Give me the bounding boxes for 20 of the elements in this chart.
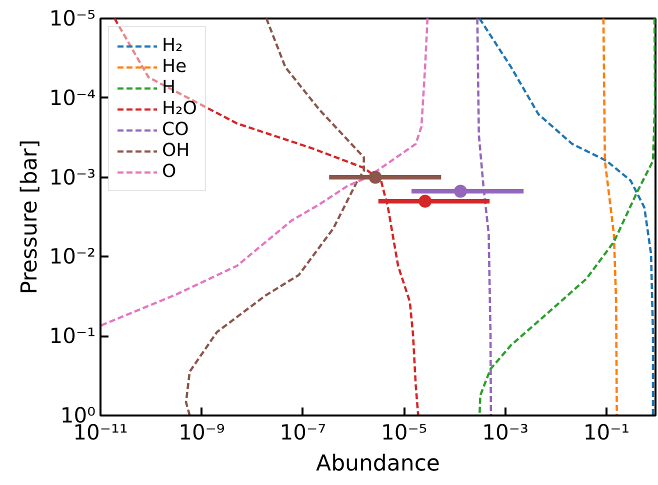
y-tick-label: 10⁻² (49, 244, 96, 269)
legend-label: H₂ (162, 35, 183, 56)
legend-label: H₂O (162, 98, 197, 119)
legend-label: OH (162, 140, 190, 161)
x-tick-label: 10⁻⁵ (380, 420, 428, 444)
y-axis-title: Pressure [bar] (17, 140, 42, 294)
line-series (602, 18, 618, 416)
y-tick-label: 10⁻¹ (49, 324, 96, 348)
legend-label: O (162, 161, 178, 182)
legend-label: H (162, 77, 177, 98)
x-tick-label: 10⁻⁷ (280, 420, 326, 444)
y-tick-label: 10⁻⁴ (49, 86, 96, 110)
x-tick-label: 10⁻³ (482, 420, 528, 444)
legend-label: He (162, 56, 187, 77)
y-tick-label: 10⁻³ (49, 165, 96, 190)
y-tick-label: 10⁻⁵ (49, 6, 96, 30)
x-tick-label: 10⁻¹ (583, 420, 630, 444)
x-tick-label: 10⁻⁹ (178, 420, 225, 444)
x-axis-title: Abundance (316, 452, 440, 476)
legend-label: CO (162, 119, 189, 140)
